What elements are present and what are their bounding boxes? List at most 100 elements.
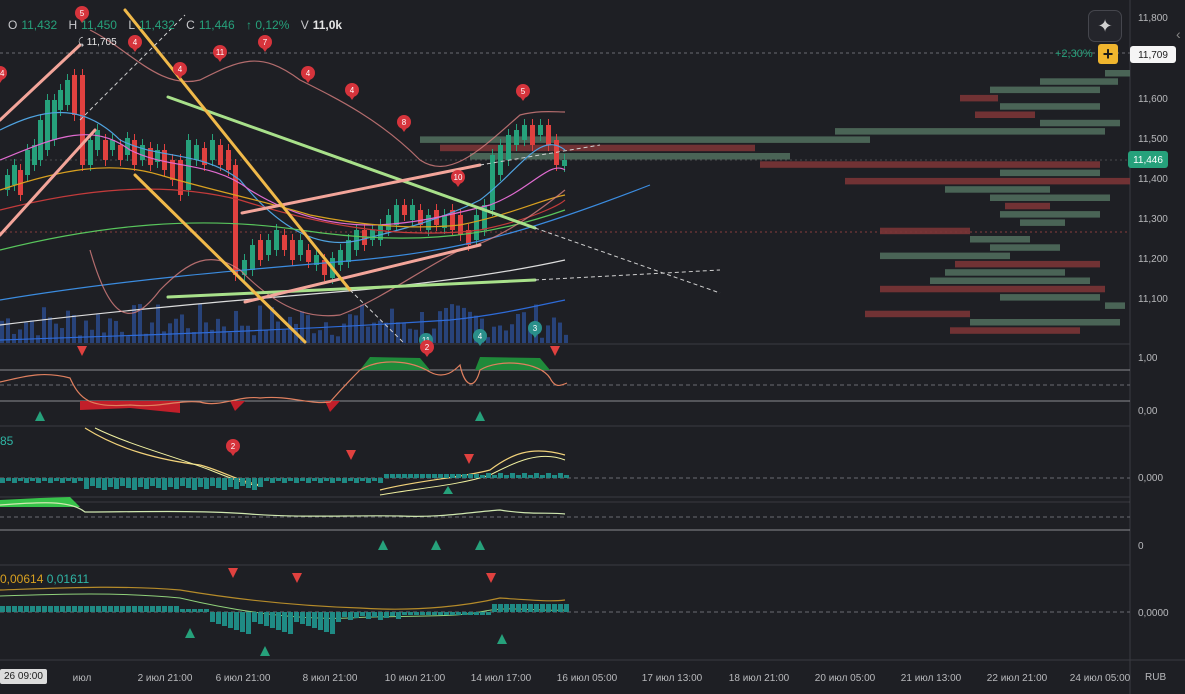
candle-body[interactable] bbox=[290, 240, 295, 260]
candle-body[interactable] bbox=[386, 215, 391, 230]
signal-badge[interactable]: 4 bbox=[128, 35, 142, 52]
candle-body[interactable] bbox=[194, 145, 199, 160]
candle-body[interactable] bbox=[12, 165, 17, 185]
candle-body[interactable] bbox=[103, 140, 108, 160]
candle-body[interactable] bbox=[306, 250, 311, 262]
candle-body[interactable] bbox=[522, 125, 527, 140]
signal-badge[interactable]: 8 bbox=[397, 115, 411, 132]
candle-body[interactable] bbox=[186, 140, 191, 190]
candle-body[interactable] bbox=[482, 205, 487, 230]
candle-body[interactable] bbox=[258, 240, 263, 260]
candle-body[interactable] bbox=[32, 145, 37, 165]
trend-lines[interactable] bbox=[0, 8, 537, 344]
candle-body[interactable] bbox=[338, 250, 343, 265]
candle-body[interactable] bbox=[530, 125, 535, 145]
histogram-bar bbox=[420, 612, 425, 615]
candle-body[interactable] bbox=[346, 240, 351, 262]
candle-body[interactable] bbox=[65, 80, 70, 105]
signal-badge[interactable]: 5 bbox=[75, 6, 89, 23]
chevron-left-icon[interactable]: ‹ bbox=[1176, 26, 1181, 42]
candle-body[interactable] bbox=[538, 125, 543, 135]
price-axis[interactable]: 11,80011,70011,60011,50011,40011,30011,2… bbox=[1138, 13, 1169, 683]
signal-badge[interactable]: 4 bbox=[173, 62, 187, 79]
candle-body[interactable] bbox=[474, 215, 479, 240]
candle-body[interactable] bbox=[394, 205, 399, 225]
candle-body[interactable] bbox=[378, 225, 383, 240]
candle-body[interactable] bbox=[140, 145, 145, 160]
histogram-bar bbox=[516, 475, 521, 478]
candle-body[interactable] bbox=[370, 230, 375, 240]
candle-body[interactable] bbox=[80, 75, 85, 165]
candle-body[interactable] bbox=[52, 100, 57, 140]
candle-body[interactable] bbox=[233, 165, 238, 275]
volume-value: 11,0k bbox=[312, 18, 343, 32]
candle-body[interactable] bbox=[170, 160, 175, 180]
badge-label: 4 bbox=[350, 86, 355, 95]
candle-body[interactable] bbox=[148, 148, 153, 165]
volume-bar bbox=[282, 329, 286, 343]
candlesticks[interactable] bbox=[5, 69, 567, 284]
candle-body[interactable] bbox=[282, 235, 287, 250]
candle-body[interactable] bbox=[155, 150, 160, 162]
candle-body[interactable] bbox=[18, 170, 23, 195]
time-tick: июл bbox=[73, 673, 92, 684]
signal-badge[interactable]: 10 bbox=[451, 170, 465, 187]
candle-body[interactable] bbox=[442, 215, 447, 228]
candle-body[interactable] bbox=[58, 90, 63, 110]
candle-body[interactable] bbox=[498, 145, 503, 175]
candle-body[interactable] bbox=[266, 240, 271, 255]
candle-body[interactable] bbox=[210, 140, 215, 160]
signal-badge[interactable]: 5 bbox=[516, 84, 530, 101]
candle-body[interactable] bbox=[45, 100, 50, 150]
candle-body[interactable] bbox=[298, 240, 303, 255]
candle-body[interactable] bbox=[38, 120, 43, 160]
candle-body[interactable] bbox=[418, 210, 423, 225]
sparkle-icon[interactable]: ✦ bbox=[1088, 10, 1122, 42]
histogram-bar bbox=[474, 612, 479, 615]
candle-body[interactable] bbox=[546, 125, 551, 145]
candle-body[interactable] bbox=[250, 245, 255, 270]
signal-badge[interactable]: 2 bbox=[226, 439, 240, 456]
candle-body[interactable] bbox=[202, 148, 207, 165]
candle-body[interactable] bbox=[226, 150, 231, 170]
signal-badge[interactable]: 7 bbox=[258, 35, 272, 52]
candle-body[interactable] bbox=[450, 210, 455, 230]
candle-body[interactable] bbox=[242, 260, 247, 275]
candle-body[interactable] bbox=[410, 205, 415, 220]
candle-body[interactable] bbox=[95, 130, 100, 150]
time-axis[interactable]: июл 2 июл 21:00 6 июл 21:00 8 июл 21:00 10 и… bbox=[73, 673, 1131, 684]
plus-icon[interactable]: + bbox=[1098, 44, 1118, 64]
candle-body[interactable] bbox=[25, 150, 30, 175]
candle-body[interactable] bbox=[125, 138, 130, 155]
candle-body[interactable] bbox=[426, 215, 431, 230]
candle-body[interactable] bbox=[506, 135, 511, 160]
histogram-bar bbox=[258, 612, 263, 624]
signal-badge[interactable]: 2 bbox=[420, 340, 434, 357]
signal-badge[interactable]: 11 bbox=[213, 45, 227, 62]
candle-body[interactable] bbox=[72, 75, 77, 115]
candle-body[interactable] bbox=[162, 150, 167, 170]
candle-body[interactable] bbox=[274, 230, 279, 250]
signal-badge[interactable]: 3 bbox=[528, 321, 542, 338]
signal-badge[interactable]: 14 bbox=[0, 66, 7, 83]
candle-body[interactable] bbox=[490, 155, 495, 210]
candle-body[interactable] bbox=[402, 205, 407, 215]
candle-body[interactable] bbox=[562, 160, 567, 166]
candle-body[interactable] bbox=[514, 130, 519, 145]
candle-body[interactable] bbox=[218, 145, 223, 165]
candle-body[interactable] bbox=[322, 260, 327, 275]
signal-badge[interactable]: 4 bbox=[345, 83, 359, 100]
signal-badge[interactable]: 4 bbox=[301, 66, 315, 83]
candle-body[interactable] bbox=[88, 140, 93, 165]
candle-body[interactable] bbox=[5, 175, 10, 190]
low-value: 11,432 bbox=[139, 18, 175, 32]
signal-badge[interactable]: 4 bbox=[473, 329, 487, 346]
candle-body[interactable] bbox=[110, 140, 115, 150]
candle-body[interactable] bbox=[118, 145, 123, 160]
candle-body[interactable] bbox=[466, 230, 471, 245]
candle-body[interactable] bbox=[354, 230, 359, 250]
candle-body[interactable] bbox=[314, 255, 319, 265]
candle-body[interactable] bbox=[178, 160, 183, 195]
signal-badges[interactable]: 54117444851014114322 bbox=[0, 6, 542, 456]
